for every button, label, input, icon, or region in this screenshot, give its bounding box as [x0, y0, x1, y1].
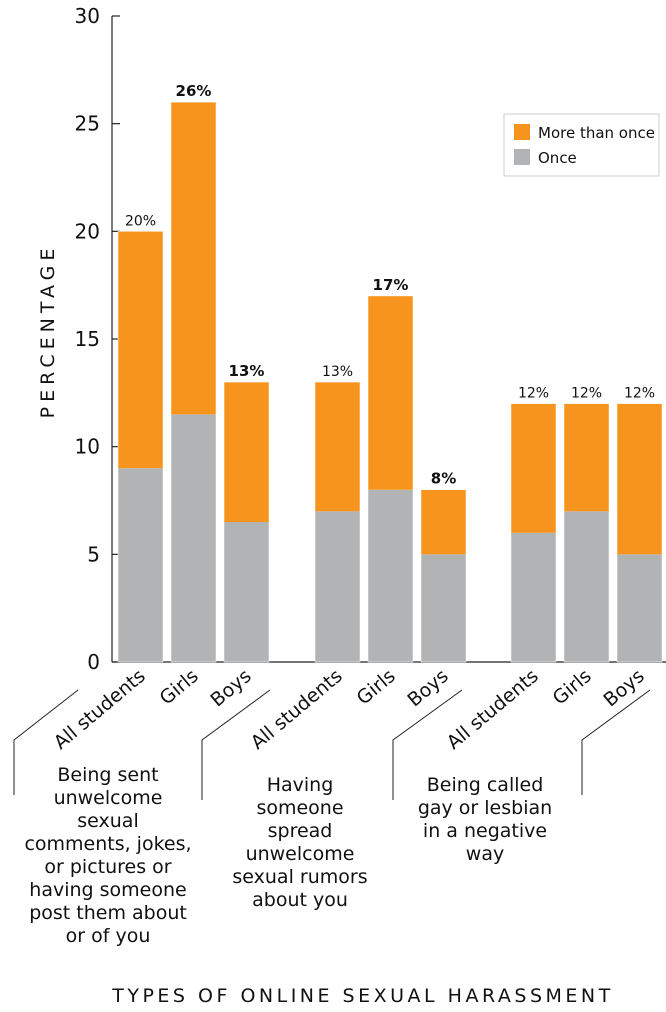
- legend-label-once: Once: [538, 149, 577, 167]
- bar-more-than-once: [421, 489, 466, 555]
- bar-more-than-once: [617, 403, 662, 555]
- bar-outline: [420, 489, 467, 663]
- legend-swatch-more: [514, 124, 530, 140]
- group-label: Being called gay or lesbian in a negative w…: [395, 774, 575, 866]
- bar-more-than-once: [315, 382, 360, 512]
- group-label-line: gay or lesbian: [417, 797, 553, 819]
- bar-once: [224, 522, 269, 662]
- group-label-line: or pictures or: [44, 856, 172, 878]
- category-label: All students: [247, 665, 347, 754]
- data-label: 26%: [176, 82, 212, 100]
- y-tick-label: 10: [75, 435, 100, 459]
- group-label-line: someone: [256, 797, 344, 819]
- bar-outline: [510, 403, 557, 663]
- legend-box: [503, 113, 660, 177]
- data-label: 12%: [518, 386, 549, 402]
- group-label-line: way: [465, 843, 505, 865]
- bar-once: [368, 489, 413, 662]
- group-label-line: having someone: [29, 879, 187, 901]
- bar-more-than-once: [368, 295, 413, 490]
- y-tick-label: 20: [75, 219, 100, 243]
- bars-layer: [117, 101, 663, 663]
- bar-outline: [616, 403, 663, 663]
- data-label: 12%: [624, 386, 655, 402]
- legend: More than once Once: [503, 113, 660, 177]
- category-label: All students: [443, 665, 543, 754]
- group-bracket: [581, 689, 651, 795]
- bar-once: [564, 511, 609, 662]
- bar-more-than-once: [511, 403, 556, 533]
- bar-once: [511, 532, 556, 662]
- group-label-line: spread: [267, 820, 333, 842]
- bar-once: [617, 554, 662, 662]
- data-label: 8%: [431, 470, 456, 488]
- bar-more-than-once: [564, 403, 609, 512]
- y-tick-label: 25: [75, 112, 100, 136]
- bar-once: [171, 414, 216, 662]
- group-label-line: unwelcome: [245, 843, 355, 865]
- data-label: 13%: [229, 362, 265, 380]
- bar-outline: [223, 381, 270, 663]
- category-label: Girls: [353, 665, 400, 709]
- group-label-line: unwelcome: [53, 787, 163, 809]
- y-axis-title: PERCENTAGE: [37, 244, 59, 419]
- bar-more-than-once: [171, 102, 216, 415]
- group-label-line: post them about: [29, 902, 187, 924]
- category-label: Boys: [403, 665, 452, 711]
- group-label-line: Being sent: [57, 764, 159, 786]
- category-label: Girls: [549, 665, 596, 709]
- group-label-line: sexual: [77, 810, 139, 832]
- bar-outline: [314, 381, 361, 663]
- group-bracket: [201, 689, 271, 800]
- bar-outline: [367, 295, 414, 663]
- data-label: 17%: [373, 276, 409, 294]
- bar-outline: [170, 101, 217, 663]
- bar-outline: [117, 231, 164, 663]
- group-label-line: sexual rumors: [232, 866, 368, 888]
- y-tick-label: 5: [87, 542, 100, 566]
- legend-swatch-once: [514, 149, 530, 165]
- group-label: Being sent unwelcome sexual comments, jokes…: [18, 764, 198, 948]
- y-tick-label: 0: [87, 650, 100, 674]
- category-label: Boys: [599, 665, 648, 711]
- y-tick-label: 30: [75, 4, 100, 28]
- bar-more-than-once: [118, 231, 163, 469]
- data-label: 20%: [125, 213, 156, 229]
- category-label: Girls: [156, 665, 203, 709]
- plot-area: 0 5 10 15 20 25 30: [13, 4, 666, 800]
- group-label: Having someone spread unwelcome sexual rumor…: [210, 774, 390, 912]
- group-label-line: Being called: [426, 774, 544, 796]
- group-label-line: comments, jokes,: [24, 833, 192, 855]
- bar-more-than-once: [224, 382, 269, 523]
- bar-once: [421, 554, 466, 662]
- data-label: 13%: [322, 364, 353, 380]
- group-bracket: [392, 689, 463, 800]
- bar-once: [118, 468, 163, 662]
- data-label: 12%: [571, 386, 602, 402]
- category-label: Boys: [206, 665, 255, 711]
- group-label-line: Having: [266, 774, 334, 796]
- x-axis-title: TYPES OF ONLINE SEXUAL HARASSMENT: [111, 985, 613, 1007]
- group-label-line: in a negative: [422, 820, 548, 842]
- legend-label-more: More than once: [538, 124, 655, 142]
- group-label-line: about you: [252, 889, 348, 911]
- bar-once: [315, 511, 360, 662]
- category-label: All students: [50, 665, 150, 754]
- bar-outline: [563, 403, 610, 663]
- y-tick-label: 15: [75, 327, 100, 351]
- group-bracket: [13, 689, 79, 795]
- group-label-line: or of you: [65, 925, 151, 947]
